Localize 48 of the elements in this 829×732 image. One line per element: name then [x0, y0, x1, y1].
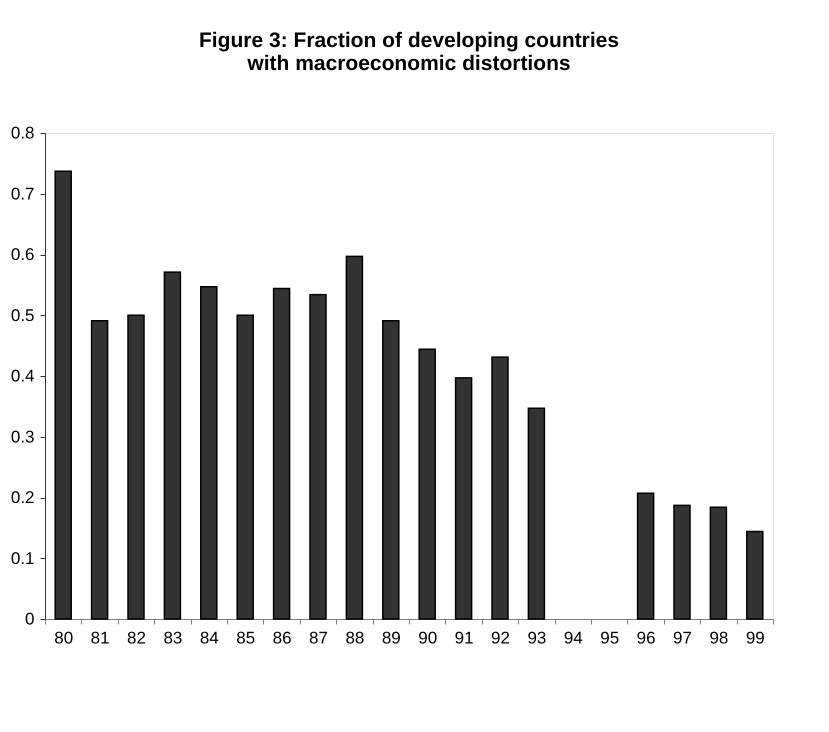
x-tick-label: 98	[709, 628, 728, 648]
x-tick-label: 82	[127, 628, 146, 648]
bar	[673, 504, 691, 620]
y-tick-label: 0.7	[10, 184, 34, 204]
x-tick-label: 95	[600, 628, 620, 648]
x-tick-label: 86	[272, 628, 292, 648]
chart-title: Figure 3: Fraction of developing countries with macroeconomic distortions	[198, 29, 620, 75]
y-tick-label: 0	[25, 610, 34, 628]
y-tick-label: 0.2	[10, 488, 34, 507]
x-tick-label: 87	[309, 628, 328, 648]
y-tick-label: 0.4	[10, 366, 34, 386]
x-tick-label: 83	[163, 628, 182, 648]
bar	[272, 288, 290, 620]
bar	[236, 314, 254, 620]
bar	[528, 407, 546, 620]
x-tick-label: 97	[673, 628, 692, 648]
bar	[382, 320, 400, 620]
bar	[309, 294, 327, 620]
x-tick-label: 93	[527, 628, 546, 648]
bar	[491, 356, 509, 620]
x-tick-label: 85	[236, 628, 256, 648]
x-tick-label: 99	[746, 628, 765, 648]
y-tick-label: 0.1	[10, 548, 34, 568]
x-tick-label: 92	[491, 628, 510, 648]
x-tick-label: 91	[454, 628, 474, 648]
bar	[710, 506, 728, 620]
bar	[164, 271, 182, 620]
x-tick-label: 88	[345, 628, 364, 648]
bar	[127, 314, 145, 620]
x-tick-label: 89	[382, 628, 401, 648]
y-tick-label: 0.5	[10, 306, 34, 325]
bar	[200, 286, 218, 620]
x-tick-label: 94	[564, 628, 583, 648]
bar	[346, 256, 364, 620]
bar	[454, 377, 472, 620]
bar	[636, 492, 654, 620]
x-tick-label: 90	[418, 628, 438, 648]
x-tick-label: 84	[200, 628, 219, 648]
bar	[418, 348, 436, 620]
bar	[90, 320, 108, 620]
x-tick-label: 80	[54, 628, 74, 648]
bar	[54, 170, 72, 620]
x-tick-label: 81	[90, 628, 110, 648]
y-tick-label: 0.8	[10, 124, 34, 142]
y-tick-label: 0.3	[10, 427, 34, 446]
x-tick-label: 96	[636, 628, 656, 648]
y-tick-label: 0.6	[10, 245, 34, 264]
bar	[746, 530, 764, 620]
